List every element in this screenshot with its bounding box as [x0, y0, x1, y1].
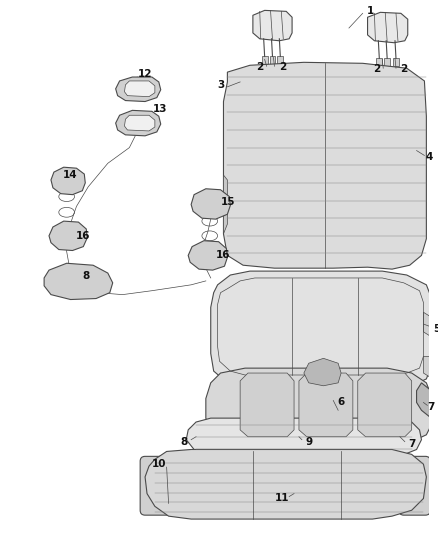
Polygon shape	[116, 77, 161, 101]
Text: 15: 15	[221, 198, 236, 207]
Text: 16: 16	[216, 251, 231, 261]
Text: 2: 2	[256, 62, 263, 72]
Text: 7: 7	[427, 402, 435, 413]
Polygon shape	[304, 358, 341, 386]
Polygon shape	[424, 312, 431, 337]
Polygon shape	[424, 357, 431, 378]
Text: 8: 8	[180, 437, 188, 447]
Polygon shape	[186, 418, 421, 455]
Text: 11: 11	[275, 494, 290, 504]
Polygon shape	[358, 373, 412, 437]
Polygon shape	[299, 373, 353, 437]
Polygon shape	[49, 221, 87, 251]
Polygon shape	[124, 115, 155, 131]
FancyBboxPatch shape	[260, 472, 334, 499]
Polygon shape	[417, 383, 431, 418]
Text: 2: 2	[279, 62, 286, 72]
Text: 9: 9	[305, 437, 312, 447]
Polygon shape	[211, 271, 431, 387]
Bar	[384, 59, 390, 66]
Text: 12: 12	[138, 69, 152, 79]
Polygon shape	[145, 449, 426, 519]
Bar	[261, 56, 268, 64]
Text: 6: 6	[337, 398, 345, 407]
Polygon shape	[116, 110, 161, 136]
Text: 7: 7	[408, 439, 415, 449]
Text: 13: 13	[152, 104, 167, 115]
Polygon shape	[51, 167, 85, 195]
Bar	[376, 59, 382, 66]
Bar	[269, 56, 276, 64]
Text: 4: 4	[426, 152, 433, 163]
Text: 1: 1	[367, 6, 374, 17]
Polygon shape	[253, 10, 292, 41]
Text: 2: 2	[400, 64, 407, 74]
Polygon shape	[223, 62, 426, 269]
Polygon shape	[191, 189, 230, 219]
FancyBboxPatch shape	[395, 428, 417, 443]
Text: 8: 8	[83, 271, 90, 281]
Text: 10: 10	[152, 459, 166, 469]
Bar	[393, 59, 399, 66]
Text: 14: 14	[63, 170, 78, 180]
FancyBboxPatch shape	[189, 428, 211, 443]
Polygon shape	[367, 12, 408, 43]
Polygon shape	[206, 368, 431, 445]
Text: 16: 16	[76, 231, 91, 241]
Text: 5: 5	[434, 324, 438, 334]
FancyBboxPatch shape	[399, 456, 430, 515]
Bar	[277, 56, 283, 64]
FancyBboxPatch shape	[140, 456, 172, 515]
Text: 3: 3	[217, 80, 224, 90]
Polygon shape	[44, 263, 113, 300]
Polygon shape	[223, 175, 227, 234]
Polygon shape	[124, 81, 155, 96]
Polygon shape	[240, 373, 294, 437]
Polygon shape	[188, 241, 227, 270]
Text: 2: 2	[373, 64, 380, 74]
